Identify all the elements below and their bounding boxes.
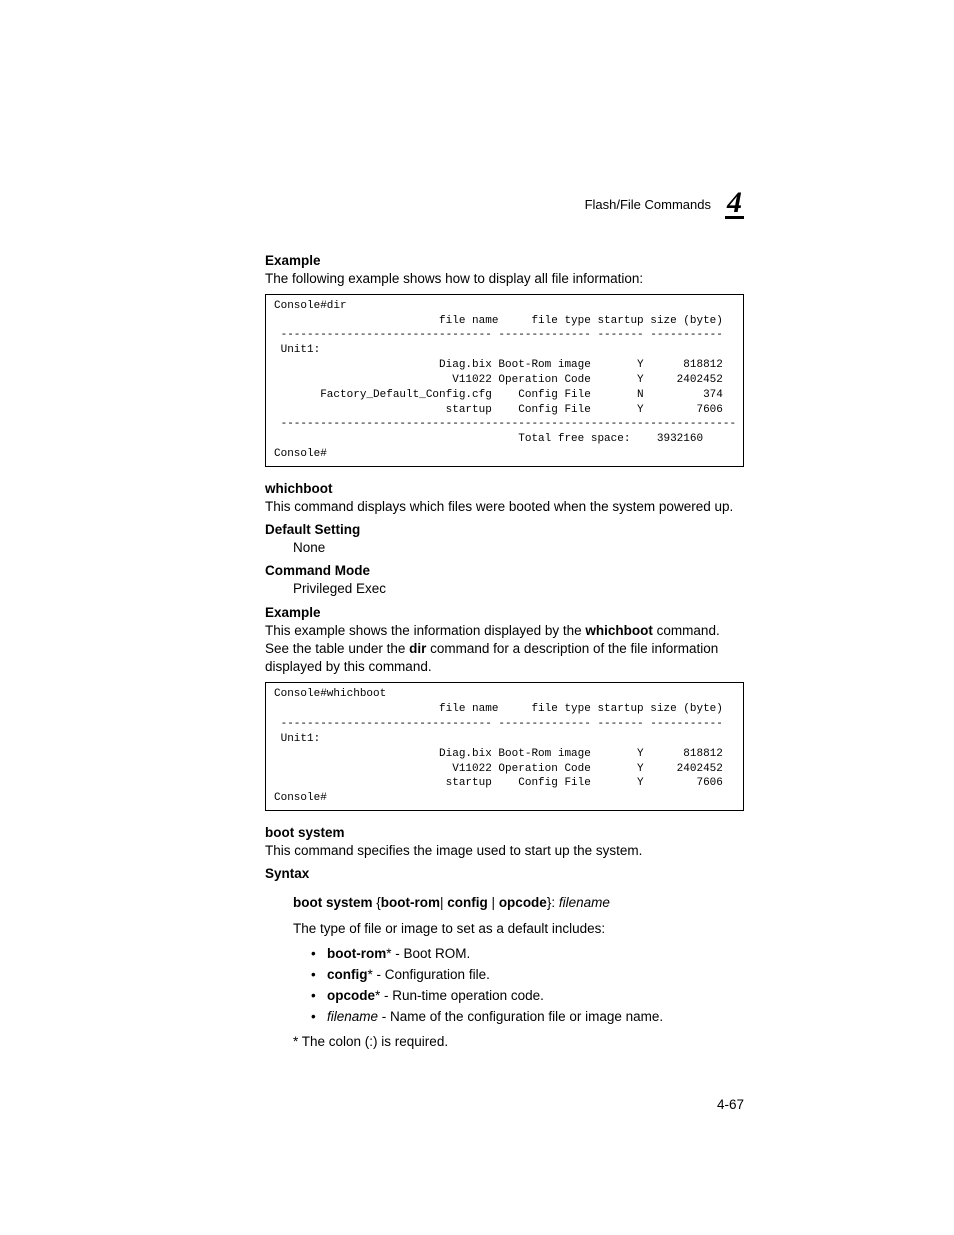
command-mode-value: Privileged Exec — [265, 580, 744, 598]
whichboot-code: Console#whichboot file name file type st… — [265, 682, 744, 811]
list-item: • filename - Name of the configuration f… — [311, 1007, 744, 1028]
syn-b1: boot system — [293, 895, 373, 910]
page-number: 4-67 — [717, 1097, 744, 1112]
default-setting-label: Default Setting — [265, 522, 744, 537]
page-footer: 4-67 — [265, 1097, 744, 1112]
bullet-text: filename - Name of the configuration fil… — [327, 1007, 663, 1028]
example1-title: Example — [265, 253, 744, 268]
b4-rest: - Name of the configuration file or imag… — [378, 1009, 663, 1024]
whichboot-example-label: Example — [265, 605, 744, 620]
bullet-text: boot-rom* - Boot ROM. — [327, 944, 470, 965]
type-intro: The type of file or image to set as a de… — [265, 920, 744, 938]
bootsystem-desc: This command specifies the image used to… — [265, 842, 744, 860]
syn-italic: filename — [559, 895, 610, 910]
example1-intro: The following example shows how to displ… — [265, 270, 744, 288]
syn-b4: opcode — [499, 895, 547, 910]
syntax-label: Syntax — [265, 866, 744, 881]
b1-bold: boot-rom — [327, 946, 386, 961]
b4-italic: filename — [327, 1009, 378, 1024]
list-item: • config* - Configuration file. — [311, 965, 744, 986]
bullet-text: opcode* - Run-time operation code. — [327, 986, 544, 1007]
list-item: • boot-rom* - Boot ROM. — [311, 944, 744, 965]
bullet-icon: • — [311, 944, 327, 965]
whichboot-title: whichboot — [265, 481, 744, 496]
b3-bold: opcode — [327, 988, 375, 1003]
syn-b2: boot-rom — [381, 895, 440, 910]
list-item: • opcode* - Run-time operation code. — [311, 986, 744, 1007]
bootsystem-title: boot system — [265, 825, 744, 840]
syn-close: }: — [547, 895, 559, 910]
syntax-line: boot system {boot-rom| config | opcode}:… — [265, 895, 744, 910]
header-section-label: Flash/File Commands — [585, 197, 711, 212]
bullet-icon: • — [311, 1007, 327, 1028]
wb-ex-b1: whichboot — [585, 623, 653, 638]
wb-ex-b2: dir — [409, 641, 426, 656]
syn-b3: config — [447, 895, 488, 910]
wb-ex-pre: This example shows the information displ… — [265, 623, 585, 638]
page-container: Flash/File Commands 4 Example The follow… — [0, 0, 954, 1172]
b2-bold: config — [327, 967, 368, 982]
whichboot-desc: This command displays which files were b… — [265, 498, 744, 516]
bootsystem-block: boot system This command specifies the i… — [265, 825, 744, 1049]
example1-code: Console#dir file name file type startup … — [265, 294, 744, 467]
b3-rest: - Run-time operation code. — [380, 988, 544, 1003]
b1-rest: - Boot ROM. — [392, 946, 471, 961]
example1-block: Example The following example shows how … — [265, 253, 744, 468]
chapter-number-icon: 4 — [725, 190, 744, 219]
colon-note: * The colon (:) is required. — [265, 1034, 744, 1049]
page-header: Flash/File Commands 4 — [265, 190, 744, 219]
b2-rest: - Configuration file. — [373, 967, 490, 982]
whichboot-example-text: This example shows the information displ… — [265, 622, 744, 677]
bullet-text: config* - Configuration file. — [327, 965, 490, 986]
syn-sep2: | — [488, 895, 499, 910]
bullet-list: • boot-rom* - Boot ROM. • config* - Conf… — [265, 944, 744, 1028]
whichboot-block: whichboot This command displays which fi… — [265, 481, 744, 811]
bullet-icon: • — [311, 965, 327, 986]
bullet-icon: • — [311, 986, 327, 1007]
syn-open: { — [373, 895, 381, 910]
default-setting-value: None — [265, 539, 744, 557]
command-mode-label: Command Mode — [265, 563, 744, 578]
